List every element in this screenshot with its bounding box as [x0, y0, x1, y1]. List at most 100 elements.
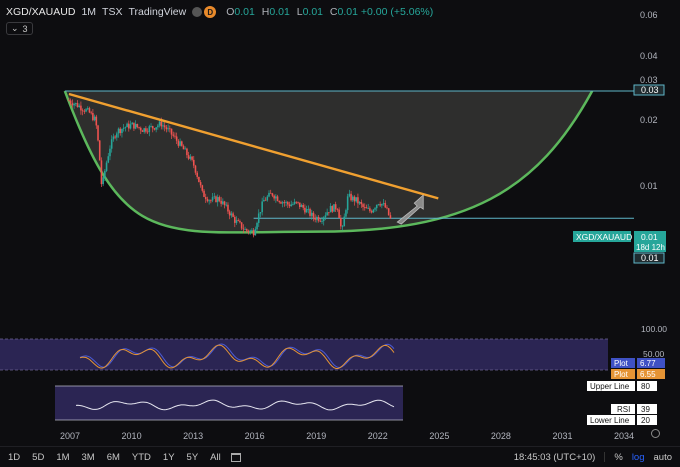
gear-icon[interactable] [651, 429, 660, 438]
svg-text:0.03: 0.03 [641, 85, 659, 95]
candle-body [292, 204, 294, 205]
ohlc-values: O0.01 H0.01 L0.01 C0.01 +0.00 (+5.06%) [222, 6, 433, 18]
rsi-value: 39 [641, 405, 650, 414]
timeframe-all[interactable]: All [210, 451, 221, 463]
interval-label[interactable]: 1M [81, 6, 97, 18]
candle-body [85, 109, 87, 112]
candle-body [254, 229, 257, 236]
candle-body [86, 108, 89, 110]
rsi-pane[interactable]: RSI 39 Lower Line 20 [55, 385, 657, 425]
candle-body [341, 226, 344, 228]
candle-body [117, 128, 120, 134]
candle-body [321, 221, 323, 222]
candle-body [287, 202, 289, 205]
candle-body [215, 196, 217, 203]
cup-pattern-curve[interactable] [63, 90, 594, 234]
candle-body [141, 130, 144, 132]
breakout-arrow[interactable] [396, 194, 424, 225]
price-axis[interactable]: 0.06 0.04 0.03 0.02 0.01 [640, 10, 658, 191]
price-tick: 0.03 [640, 75, 658, 85]
candle-body [139, 127, 142, 131]
candle-body [227, 204, 229, 212]
candle-body [269, 192, 272, 194]
symbol-legend[interactable]: XGD/XAUAUD 1M TSX TradingView D O0.01 H0… [6, 6, 433, 18]
dividends-badge[interactable]: D [204, 6, 217, 18]
candle-body [363, 206, 366, 208]
candle-body [273, 195, 275, 199]
descending-trendline[interactable] [68, 92, 439, 200]
candle-body [187, 155, 190, 159]
timeframe-3m[interactable]: 3M [81, 451, 95, 463]
candle-body [131, 122, 134, 125]
timeframe-ytd[interactable]: YTD [131, 451, 151, 463]
candle-body [216, 197, 219, 203]
candle-body [88, 108, 91, 113]
candle-body [196, 172, 198, 177]
chart-canvas[interactable]: 0.06 0.04 0.03 0.02 0.01 0.03 XGD/XAUAUD… [0, 0, 680, 446]
timeframe-1y[interactable]: 1Y [162, 451, 175, 463]
candle-body [83, 110, 86, 112]
candle-body [247, 230, 250, 233]
candle-body [184, 148, 187, 150]
calendar-icon[interactable] [230, 452, 241, 462]
candle-body [365, 207, 368, 209]
candle-body [328, 212, 330, 214]
price-tick: 0.04 [640, 51, 658, 61]
candle-body [351, 196, 354, 201]
percent-scale-button[interactable]: % [614, 451, 623, 463]
candle-body [218, 197, 221, 201]
candle-body [232, 213, 234, 217]
candle-body [379, 204, 381, 206]
candle-body [256, 222, 258, 230]
candle-body [127, 123, 130, 129]
candle-body [295, 201, 298, 203]
timeframe-5y[interactable]: 5Y [186, 451, 199, 463]
candle-body [375, 204, 378, 209]
timeframe-1m[interactable]: 1M [56, 451, 70, 463]
time-tick: 2010 [122, 431, 142, 441]
svg-text:XGD/XAUAUD: XGD/XAUAUD [576, 232, 632, 242]
candle-body [100, 160, 103, 185]
low-value: 0.01 [302, 6, 323, 18]
time-axis[interactable]: 2007 2010 2013 2016 2019 2022 2025 2028 2031 2034 [60, 431, 634, 441]
candle-body [235, 220, 238, 223]
candle-body [374, 208, 376, 210]
candle-body [148, 126, 151, 132]
timeframe-1d[interactable]: 1D [8, 451, 21, 463]
market-status-icon[interactable] [192, 7, 203, 17]
symbol-name[interactable]: XGD/XAUAUD [6, 6, 76, 18]
log-scale-button[interactable]: log [631, 451, 645, 463]
oscillator-pane[interactable]: 100.00 50.00 Plot 6.77 Plot 6.55 Upper L… [0, 324, 667, 391]
candle-body [358, 202, 361, 204]
candle-body [175, 136, 178, 141]
candle-body [189, 156, 192, 159]
clock[interactable]: 18:45:03 (UTC+10) [513, 451, 596, 463]
timeframe-6m[interactable]: 6M [106, 451, 120, 463]
candle-body [322, 217, 325, 222]
candle-body [367, 208, 369, 210]
cup-pattern-fill [64, 91, 593, 233]
time-tick: 2025 [429, 431, 449, 441]
osc-tick: 100.00 [641, 324, 667, 334]
price-tick: 0.02 [640, 115, 658, 125]
candle-body [114, 136, 116, 138]
auto-scale-button[interactable]: auto [653, 451, 673, 463]
candle-body [305, 209, 308, 213]
oscillator-plot-line-2 [79, 344, 395, 369]
candle-body [206, 199, 209, 202]
candle-body [319, 220, 322, 222]
candle-body [98, 140, 101, 161]
candle-body [317, 216, 320, 221]
candle-body [249, 230, 251, 233]
candle-body [199, 182, 202, 186]
candle-body [302, 205, 305, 208]
candle-body [69, 100, 72, 104]
plot2-value: 6.55 [640, 370, 656, 379]
timeframe-5d[interactable]: 5D [32, 451, 45, 463]
candle-body [350, 193, 352, 201]
indicators-toggle[interactable]: ⌄ 3 [6, 22, 33, 35]
candle-body [102, 177, 104, 185]
candle-body [104, 170, 106, 178]
candle-body [264, 199, 267, 201]
candle-body [348, 193, 351, 197]
